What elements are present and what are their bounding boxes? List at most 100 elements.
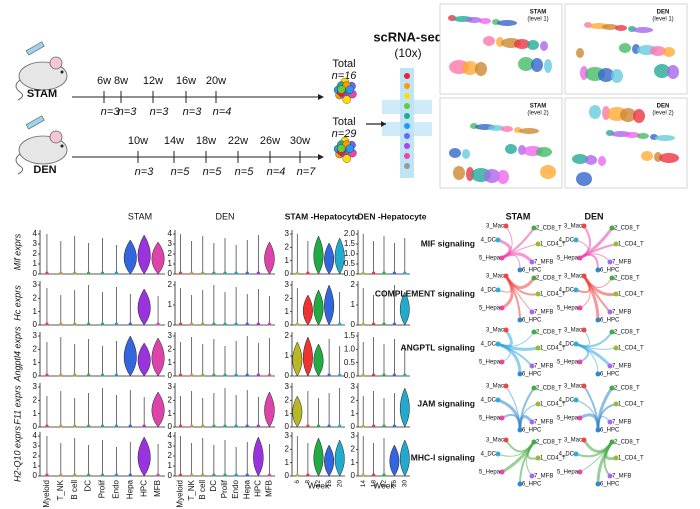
n-label: n=3 <box>135 166 155 178</box>
cell-type-label: Myeloid <box>42 480 51 508</box>
y-tick-label: 3 <box>285 280 290 289</box>
node-label: 1_CD4_T <box>618 346 644 352</box>
violin <box>151 337 165 377</box>
y-tick-label: 3 <box>33 331 38 340</box>
node-label: 6_HPC <box>522 428 542 434</box>
node-label: 1_CD4_T <box>540 292 566 298</box>
violin-base <box>128 473 132 477</box>
violin-base <box>87 373 91 377</box>
node <box>517 317 523 323</box>
umap-cluster <box>518 57 534 71</box>
violin-base <box>234 322 238 326</box>
node <box>535 291 541 297</box>
edge <box>579 413 600 431</box>
node-label: 3_Mac <box>486 438 504 444</box>
node-label: 4_DC <box>559 288 575 294</box>
y-tick-label: 3 <box>168 239 173 248</box>
violin-base <box>190 271 194 275</box>
node <box>609 275 615 281</box>
week-label: 20w <box>206 75 226 87</box>
violin-base <box>306 271 310 275</box>
umap-cluster <box>637 133 649 139</box>
violin-base <box>73 373 77 377</box>
cell-ball <box>337 144 346 153</box>
week-tick-label: 16 <box>326 480 333 488</box>
violin-base <box>245 424 249 428</box>
y-tick-label: 0 <box>33 269 38 278</box>
node-label: 2_CD8_T <box>614 276 640 282</box>
umap-cluster <box>615 25 627 31</box>
node-label: 3_Mac <box>486 328 504 334</box>
violin-base <box>223 322 227 326</box>
umap-cluster <box>620 108 636 122</box>
node-label: 7_MFB <box>612 364 631 370</box>
violin-base <box>256 322 260 326</box>
violin-base <box>392 322 396 326</box>
node-label: 3_Mac <box>564 328 582 334</box>
node <box>573 237 579 243</box>
y-tick-label: 3 <box>168 382 173 391</box>
gene-label: Hc exprs <box>12 285 22 321</box>
node <box>499 415 505 421</box>
node <box>535 455 541 461</box>
cell-type-label: Prolif <box>220 479 229 498</box>
node <box>535 345 541 351</box>
violin-base <box>100 322 105 326</box>
umap-cluster <box>505 144 517 154</box>
node <box>577 469 583 475</box>
violin-base <box>156 473 160 477</box>
edge <box>518 415 534 431</box>
violin <box>264 241 275 275</box>
edge <box>596 441 614 485</box>
node <box>503 273 509 279</box>
y-tick-label: 2 <box>285 444 290 453</box>
node <box>495 397 501 403</box>
syringe <box>25 115 45 130</box>
node <box>613 241 619 247</box>
y-tick-label: 0 <box>33 471 38 480</box>
violin-base <box>256 271 260 275</box>
pathway-label: COMPLEMENT signaling <box>375 288 475 298</box>
violin <box>334 237 345 275</box>
violin <box>123 239 137 275</box>
violin <box>324 444 335 477</box>
node-label: 2_CD8_T <box>614 226 640 232</box>
y-tick-label: 1 <box>33 461 38 470</box>
edge <box>583 385 599 431</box>
umap-cluster <box>483 36 495 46</box>
violin-base <box>178 373 183 377</box>
violin-base <box>100 424 105 428</box>
violin <box>123 335 137 377</box>
violin-base <box>100 473 105 477</box>
violin-base <box>361 424 365 428</box>
node-label: 5_Hepa <box>557 470 579 476</box>
violin-base <box>128 322 132 326</box>
node <box>517 371 523 377</box>
edge <box>575 343 599 375</box>
y-tick-label: 2 <box>168 451 173 460</box>
violin-base <box>382 473 386 477</box>
umap-cluster <box>544 59 552 73</box>
syringe <box>25 41 45 56</box>
violin-base <box>73 271 77 275</box>
node-label: 2_CD8_T <box>536 330 562 336</box>
umap-cluster <box>519 128 539 134</box>
y-tick-label: 2 <box>33 451 38 460</box>
node <box>517 427 523 433</box>
week-label: 8w <box>114 75 128 87</box>
cell-type-label: B cell <box>198 480 207 500</box>
week-tick-label: 6 <box>294 480 301 484</box>
violin-base <box>361 322 365 326</box>
violin-base <box>201 373 205 377</box>
umap-cluster <box>484 169 500 183</box>
umap-cluster <box>641 151 653 161</box>
y-tick-label: 0 <box>285 471 290 480</box>
umap-cluster <box>462 61 478 75</box>
n-label: n=4 <box>267 166 286 178</box>
y-tick-label: 2 <box>168 395 173 404</box>
violin-base <box>212 473 216 477</box>
node-label: 6_HPC <box>600 482 620 488</box>
violin-base <box>59 473 63 477</box>
violin <box>292 341 303 377</box>
node-label: 5_Hepa <box>479 360 501 366</box>
